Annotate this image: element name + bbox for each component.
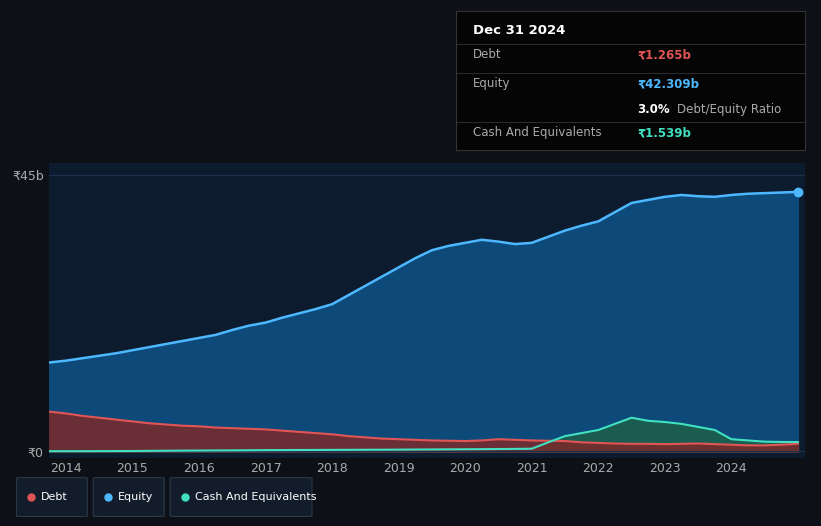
Text: Debt: Debt [41,492,68,502]
Text: 3.0%: 3.0% [637,103,670,116]
Text: Dec 31 2024: Dec 31 2024 [473,24,566,37]
FancyBboxPatch shape [16,478,87,517]
Text: Cash And Equivalents: Cash And Equivalents [195,492,316,502]
Text: Debt/Equity Ratio: Debt/Equity Ratio [677,103,782,116]
Text: ₹1.539b: ₹1.539b [637,126,691,139]
Text: Debt: Debt [473,48,502,61]
Text: ₹42.309b: ₹42.309b [637,77,699,90]
FancyBboxPatch shape [170,478,312,517]
Text: ₹1.265b: ₹1.265b [637,48,691,61]
Text: Equity: Equity [118,492,154,502]
Text: Equity: Equity [473,77,511,90]
Text: Cash And Equivalents: Cash And Equivalents [473,126,602,139]
FancyBboxPatch shape [94,478,164,517]
